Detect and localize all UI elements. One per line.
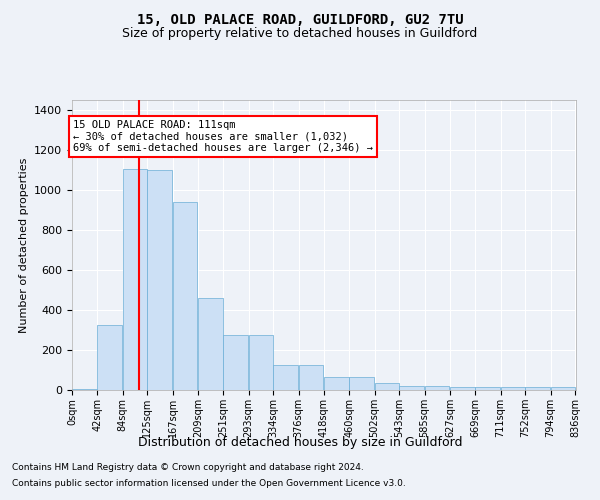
Bar bbox=[349, 377, 374, 390]
Bar bbox=[551, 387, 575, 390]
Text: 15, OLD PALACE ROAD, GUILDFORD, GU2 7TU: 15, OLD PALACE ROAD, GUILDFORD, GU2 7TU bbox=[137, 12, 463, 26]
Text: Size of property relative to detached houses in Guildford: Size of property relative to detached ho… bbox=[122, 28, 478, 40]
Bar bbox=[223, 335, 248, 390]
Text: Contains HM Land Registry data © Crown copyright and database right 2024.: Contains HM Land Registry data © Crown c… bbox=[12, 464, 364, 472]
Bar bbox=[248, 335, 274, 390]
Bar bbox=[148, 170, 172, 390]
Bar bbox=[198, 298, 223, 390]
Bar bbox=[526, 387, 550, 390]
Bar bbox=[475, 387, 500, 390]
Text: Distribution of detached houses by size in Guildford: Distribution of detached houses by size … bbox=[138, 436, 462, 449]
Bar bbox=[425, 386, 449, 390]
Text: Contains public sector information licensed under the Open Government Licence v3: Contains public sector information licen… bbox=[12, 478, 406, 488]
Bar bbox=[72, 389, 97, 390]
Bar bbox=[122, 169, 148, 390]
Bar bbox=[450, 387, 475, 390]
Bar bbox=[400, 386, 424, 390]
Bar bbox=[97, 325, 122, 390]
Bar bbox=[374, 383, 400, 390]
Bar bbox=[500, 387, 526, 390]
Bar bbox=[274, 365, 298, 390]
Bar bbox=[299, 365, 323, 390]
Bar bbox=[173, 202, 197, 390]
Text: 15 OLD PALACE ROAD: 111sqm
← 30% of detached houses are smaller (1,032)
69% of s: 15 OLD PALACE ROAD: 111sqm ← 30% of deta… bbox=[73, 120, 373, 153]
Y-axis label: Number of detached properties: Number of detached properties bbox=[19, 158, 29, 332]
Bar bbox=[324, 377, 349, 390]
